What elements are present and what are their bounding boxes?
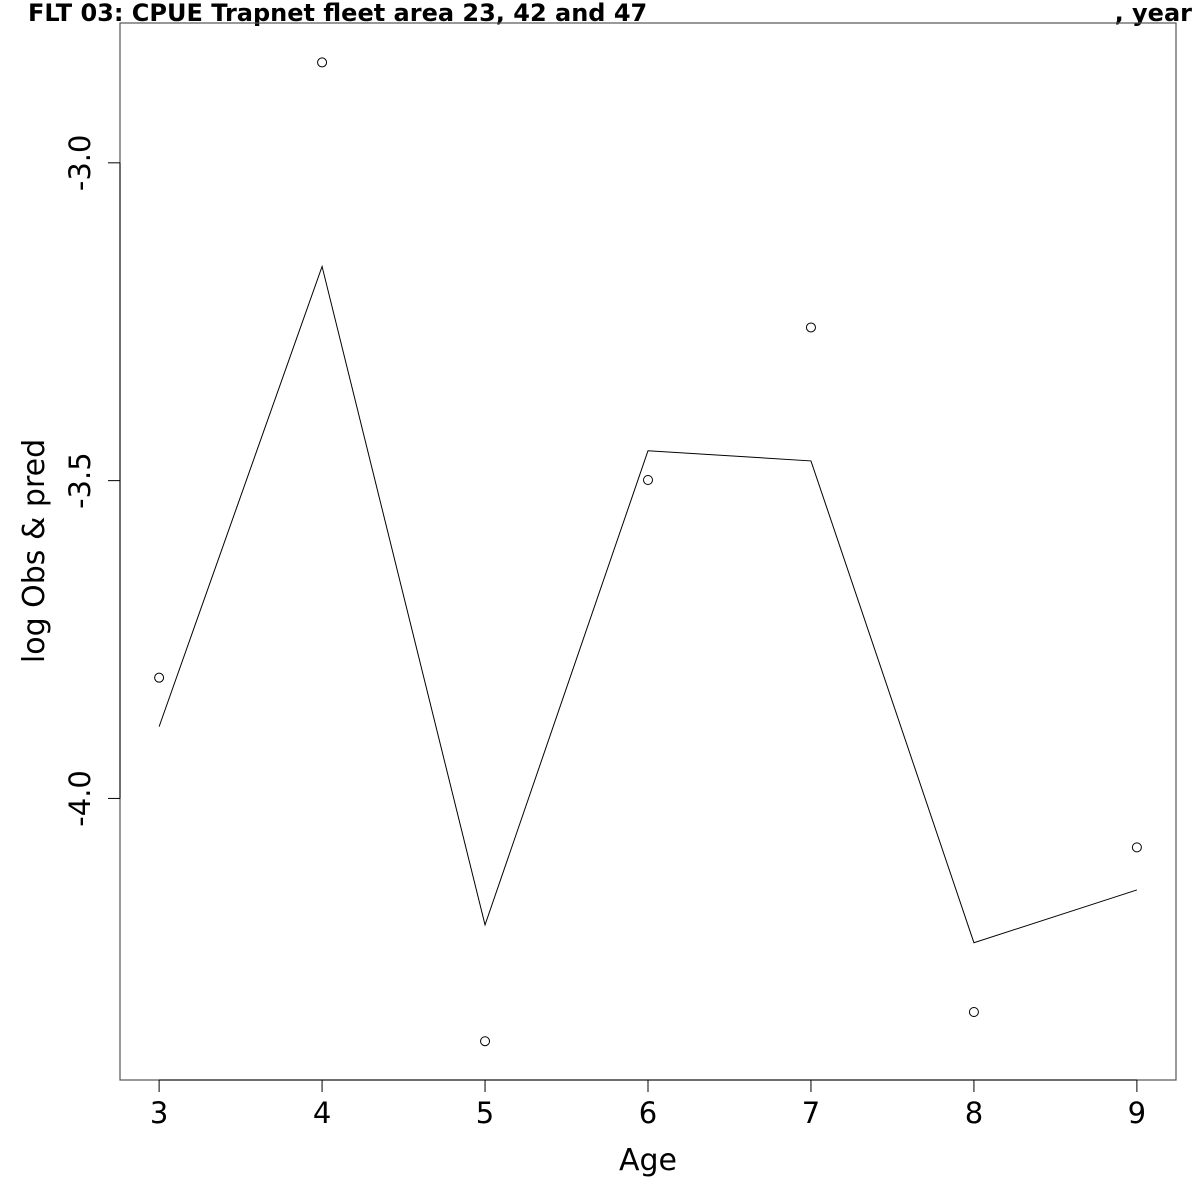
obs-point [643,474,653,485]
pred-series-line [158,264,1138,944]
x-tick-label: 5 [476,1096,494,1130]
x-tick-label: 7 [802,1096,820,1130]
obs-series-points [154,57,1142,1047]
plot-frame [119,22,1177,1081]
obs-point [968,1006,979,1017]
y-axis: -3.0 -3.5 -4.0 [63,135,121,827]
x-tick-label: 4 [313,1096,331,1130]
x-axis: 3 4 5 6 7 8 9 [150,1079,1146,1130]
x-tick-label: 9 [1128,1096,1146,1130]
x-axis-label: Age [619,1143,677,1178]
obs-point [1131,842,1142,853]
x-tick-label: 3 [150,1096,168,1130]
obs-point [317,57,328,68]
y-axis-label: log Obs & pred [17,439,52,663]
obs-point [480,1036,491,1047]
y-tick-label: -4.0 [63,770,97,827]
y-tick-label: -3.0 [63,135,97,192]
obs-point [805,322,816,333]
obs-point [154,672,165,683]
y-tick-label: -3.5 [63,452,97,509]
x-tick-label: 8 [965,1096,983,1130]
x-tick-label: 6 [639,1096,657,1130]
